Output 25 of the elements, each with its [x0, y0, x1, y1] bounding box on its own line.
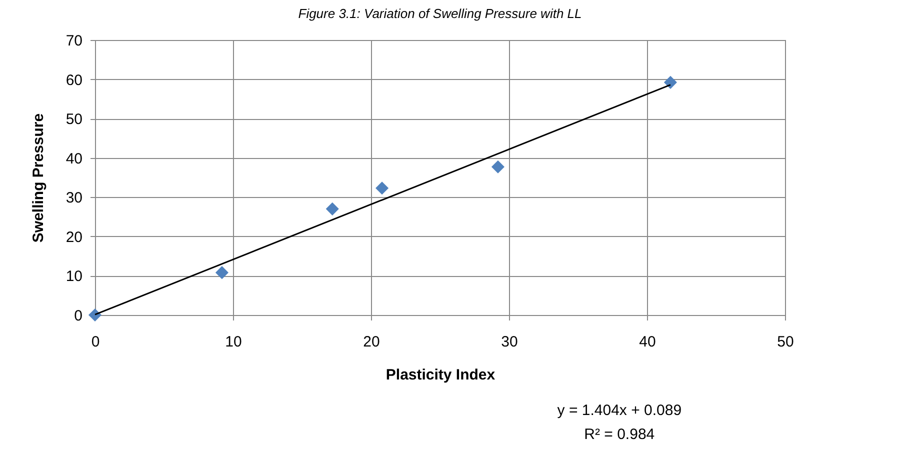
y-tick-label: 10: [66, 268, 82, 286]
text: R² = 0.984: [584, 426, 655, 443]
x-tick-label: 20: [363, 334, 380, 350]
point: [491, 160, 504, 174]
point: [664, 76, 677, 89]
x-tick-label: 30: [501, 334, 518, 350]
y-tick-label: 60: [66, 72, 82, 89]
y-tick-label: 50: [66, 111, 82, 128]
y-tick-label: 0: [74, 308, 82, 324]
x-axis-title: Plasticity Index: [386, 366, 496, 384]
text: y = 1.404x + 0.089: [557, 402, 682, 419]
point: [88, 308, 102, 322]
chart-title: Figure 3.1: Variation of Swelling Pressure with LL: [298, 6, 582, 21]
y-tick-label: 20: [66, 228, 82, 246]
point: [326, 202, 339, 216]
y-axis-title: Swelling Pressure: [30, 113, 47, 243]
x-tick-label: 40: [639, 334, 656, 350]
x-tick-label: 0: [91, 334, 100, 350]
point: [215, 266, 228, 280]
x-tick-label: 50: [777, 334, 794, 350]
x-tick-label: 10: [225, 334, 242, 350]
y-tick-label: 30: [66, 190, 82, 207]
y-tick-label: 40: [66, 150, 82, 168]
point: [376, 182, 389, 195]
y-tick-label: 70: [66, 32, 82, 50]
